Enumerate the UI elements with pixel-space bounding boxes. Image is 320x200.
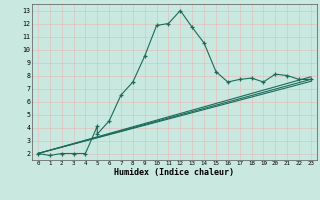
X-axis label: Humidex (Indice chaleur): Humidex (Indice chaleur) (115, 168, 234, 177)
